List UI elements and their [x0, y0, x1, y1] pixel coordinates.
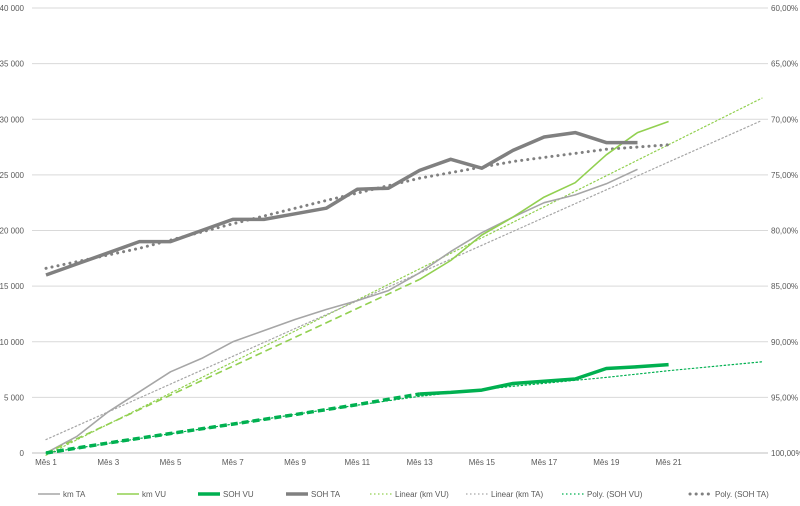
- x-tick-label: Mês 11: [344, 458, 370, 467]
- series-soh-vu: [419, 362, 669, 396]
- y-right-tick-label: 85,00%: [771, 282, 798, 291]
- y-left-tick-label: 20 000: [0, 227, 25, 236]
- legend-label: Poly. (SOH VU): [587, 490, 643, 499]
- x-tick-label: Mês 21: [655, 458, 682, 467]
- y-left-tick-label: 30 000: [0, 115, 25, 124]
- x-tick-label: Mês 17: [531, 458, 558, 467]
- series-lines: [45, 120, 669, 455]
- series-km-ta: [45, 168, 638, 454]
- y-left-tick-label: 40 000: [0, 4, 25, 13]
- y-right-tick-label: 80,00%: [771, 227, 798, 236]
- legend: km TA km VU SOH VU SOH TA Linear (km VU) Line…: [38, 490, 769, 499]
- legend-label: SOH VU: [223, 490, 254, 499]
- x-tick-label: Mês 3: [97, 458, 119, 467]
- x-tick-label: Mês 13: [406, 458, 433, 467]
- legend-label: Linear (km VU): [395, 490, 449, 499]
- y-right-tick-label: 100,00%: [771, 449, 800, 458]
- y-left-tick-label: 25 000: [0, 171, 25, 180]
- y-right-tick-label: 60,00%: [771, 4, 798, 13]
- y-left-tick-label: 10 000: [0, 338, 25, 347]
- trendline-poly-soh-vu: [45, 361, 763, 454]
- gridlines: [32, 7, 768, 454]
- y-axis-right: 100,00% 95,00% 90,00% 85,00% 80,00% 75,00% 70,…: [771, 4, 800, 458]
- legend-label: SOH TA: [311, 490, 341, 499]
- legend-label: Poly. (SOH TA): [715, 490, 769, 499]
- series-soh-ta: [45, 130, 638, 277]
- y-right-tick-label: 70,00%: [771, 115, 798, 124]
- x-tick-label: Mês 15: [469, 458, 496, 467]
- trendline-linear-km-ta: [45, 119, 763, 441]
- y-axis-left: 0 5 000 10 000 15 000 20 000 25 000 30 000 35 0…: [0, 4, 25, 458]
- trendline-linear-km-vu: [45, 97, 763, 456]
- y-left-tick-label: 35 000: [0, 60, 25, 69]
- y-right-tick-label: 90,00%: [771, 338, 798, 347]
- trendlines: [44, 97, 763, 456]
- y-right-tick-label: 65,00%: [771, 60, 798, 69]
- y-left-tick-label: 5 000: [4, 393, 25, 402]
- legend-label: Linear (km TA): [491, 490, 543, 499]
- series-km-vu-dashed: [45, 278, 420, 454]
- y-left-tick-label: 15 000: [0, 282, 25, 291]
- series-soh-vu-dashed: [45, 392, 420, 455]
- y-right-tick-label: 95,00%: [771, 393, 798, 402]
- legend-label: km VU: [142, 490, 166, 499]
- x-tick-label: Mês 1: [35, 458, 57, 467]
- y-left-tick-label: 0: [20, 449, 25, 458]
- y-right-tick-label: 75,00%: [771, 171, 798, 180]
- x-axis: Mês 1 Mês 3 Mês 5 Mês 7 Mês 9 Mês 11 Mês 13 Mês…: [35, 458, 682, 467]
- trendline-poly-soh-ta: [44, 143, 671, 270]
- x-tick-label: Mês 7: [222, 458, 244, 467]
- x-tick-label: Mês 5: [160, 458, 182, 467]
- legend-label: km TA: [63, 490, 86, 499]
- x-tick-label: Mês 19: [593, 458, 620, 467]
- series-km-vu: [419, 120, 669, 281]
- x-tick-label: Mês 9: [284, 458, 306, 467]
